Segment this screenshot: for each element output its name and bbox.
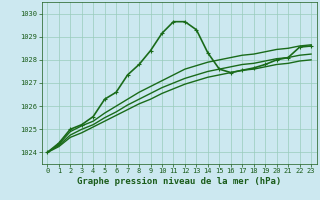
X-axis label: Graphe pression niveau de la mer (hPa): Graphe pression niveau de la mer (hPa) xyxy=(77,177,281,186)
